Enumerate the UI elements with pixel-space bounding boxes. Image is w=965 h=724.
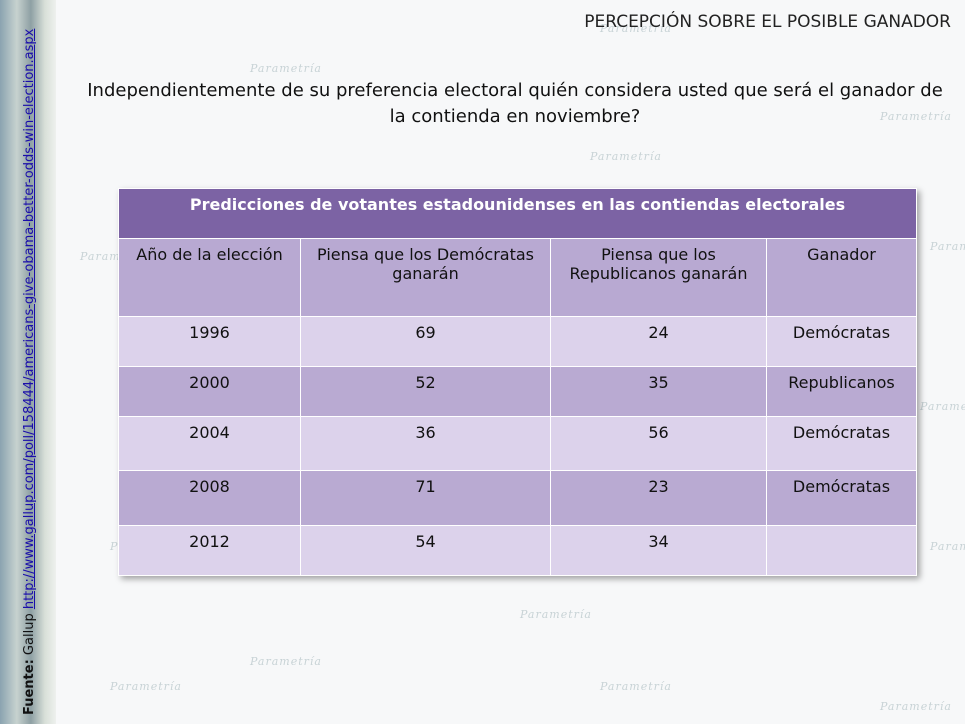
decorative-strip [0,0,56,724]
watermark: Parametría [250,62,322,75]
column-header: Piensa que los Republicanos ganarán [550,238,767,317]
table-row: 2008 71 23 Demócratas [118,470,917,526]
column-header: Piensa que los Demócratas ganarán [300,238,551,317]
column-header: Año de la elección [118,238,301,317]
table-row: 2004 36 56 Demócratas [118,416,917,471]
table-cell: 71 [300,470,551,526]
source-name: Gallup [22,613,37,656]
table-cell: 2004 [118,416,301,471]
table-cell: 1996 [118,316,301,367]
table-cell: Demócratas [766,416,917,471]
table-cell: Demócratas [766,316,917,367]
watermark: Parametría [880,110,952,123]
question: Independientemente de su preferencia ele… [87,80,943,127]
table-cell: 2012 [118,525,301,576]
watermark: Parametría [920,400,965,413]
watermark: Parametría [880,700,952,713]
watermark: Parametría [250,655,322,668]
table-cell: 69 [300,316,551,367]
watermark: Parametría [110,680,182,693]
table-cell: 24 [550,316,767,367]
table-cell: Demócratas [766,470,917,526]
table-title: Predicciones de votantes estadounidenses… [118,188,917,239]
source-label: Fuente: [22,659,37,715]
watermark: Parametría [590,150,662,163]
table-cell: 23 [550,470,767,526]
watermark: Parametría [930,240,965,253]
source: Fuente: Gallup http://www.gallup.com/pol… [22,29,37,715]
table: Predicciones de votantes estadounidenses… [118,188,917,576]
watermark: Parametría [930,540,965,553]
table-cell: 2000 [118,366,301,417]
header-row: Año de la elección Piensa que los Demócr… [118,238,917,317]
source-link[interactable]: http://www.gallup.com/poll/158444/americ… [22,28,37,610]
table-cell: 36 [300,416,551,471]
watermark: Parametría [520,608,592,621]
table-cell: 35 [550,366,767,417]
table-cell: Republicanos [766,366,917,417]
watermark: Parametría [600,22,672,35]
column-header: Ganador [766,238,917,317]
slide-title: PERCEPCIÓN SOBRE EL POSIBLE GANADOR [584,12,951,32]
table-cell: 2008 [118,470,301,526]
table-row: 2000 52 35 Republicanos [118,366,917,417]
table-cell [766,525,917,576]
table-row: 1996 69 24 Demócratas [118,316,917,367]
table-cell: 54 [300,525,551,576]
table-cell: 52 [300,366,551,417]
table-row: 2012 54 34 [118,525,917,576]
watermark: Parametría [600,680,672,693]
table-cell: 56 [550,416,767,471]
table-cell: 34 [550,525,767,576]
